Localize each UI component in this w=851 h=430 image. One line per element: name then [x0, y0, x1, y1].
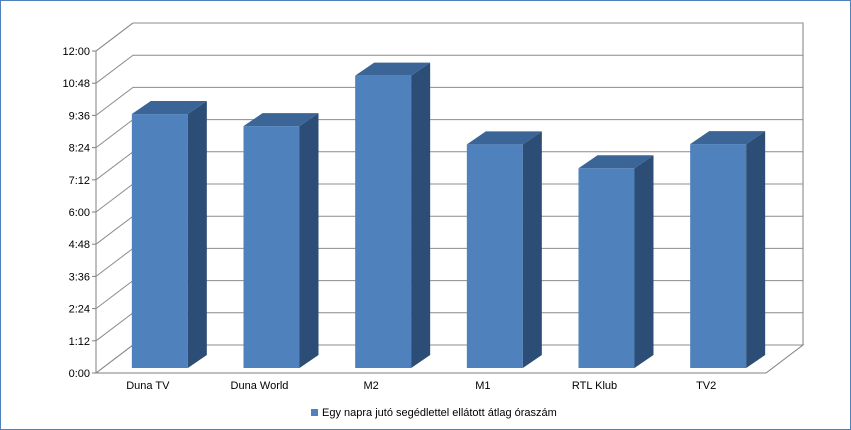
bar-side: [522, 131, 542, 368]
bar-front: [355, 75, 412, 368]
y-tick-label: 2:24: [69, 304, 90, 316]
y-tick-label: 6:00: [69, 207, 90, 219]
bar-top: [466, 131, 542, 145]
bar-side: [187, 101, 207, 368]
y-axis-ticks: 0:00 1:12 2:24 3:36 4:48 6:00 7:12 8:24 9:36 10:4…: [62, 46, 96, 380]
bar: [243, 113, 319, 368]
bar-front: [690, 144, 747, 368]
x-tick-label: RTL Klub: [572, 380, 617, 392]
bar-side: [411, 62, 431, 368]
legend-label: Egy napra jutó segédlettel ellátott átla…: [322, 407, 557, 419]
x-tick-label: M2: [364, 380, 379, 392]
x-axis-labels: Duna TV Duna World M2 M1 RTL Klub TV2: [126, 380, 716, 392]
bar-front: [466, 144, 523, 368]
bar: [466, 131, 542, 368]
x-tick-label: Duna World: [231, 380, 289, 392]
y-tick-label: 4:48: [69, 239, 90, 251]
gridline: [95, 54, 803, 84]
bar-side: [299, 113, 319, 368]
y-tick-label: 8:24: [69, 143, 90, 155]
bar: [131, 101, 207, 368]
legend: Egy napra jutó segédlettel ellátott átla…: [311, 407, 557, 419]
y-tick-label: 12:00: [62, 46, 90, 58]
y-tick-label: 10:48: [62, 78, 90, 90]
bar-side: [746, 131, 766, 368]
bars: [131, 62, 766, 368]
bar-top: [243, 113, 319, 127]
bar-front: [243, 126, 300, 368]
legend-swatch: [311, 409, 318, 416]
y-tick-label: 9:36: [69, 110, 90, 122]
x-tick-label: M1: [475, 380, 490, 392]
bar: [578, 155, 654, 368]
x-tick-label: Duna TV: [126, 380, 170, 392]
y-tick-label: 0:00: [69, 368, 90, 380]
bar: [690, 131, 766, 368]
y-tick-label: 7:12: [69, 175, 90, 187]
bar: [355, 62, 431, 368]
bar-front: [578, 168, 635, 368]
bar-front: [131, 114, 188, 368]
bar-top: [131, 101, 207, 115]
y-tick-label: 3:36: [69, 271, 90, 283]
gridline: [95, 22, 803, 52]
y-tick-label: 1:12: [69, 336, 90, 348]
x-tick-label: TV2: [696, 380, 716, 392]
bar-top: [355, 62, 431, 76]
bar-top: [578, 155, 654, 169]
bar-side: [634, 155, 654, 368]
gridline: [95, 86, 803, 116]
bar-top: [690, 131, 766, 145]
